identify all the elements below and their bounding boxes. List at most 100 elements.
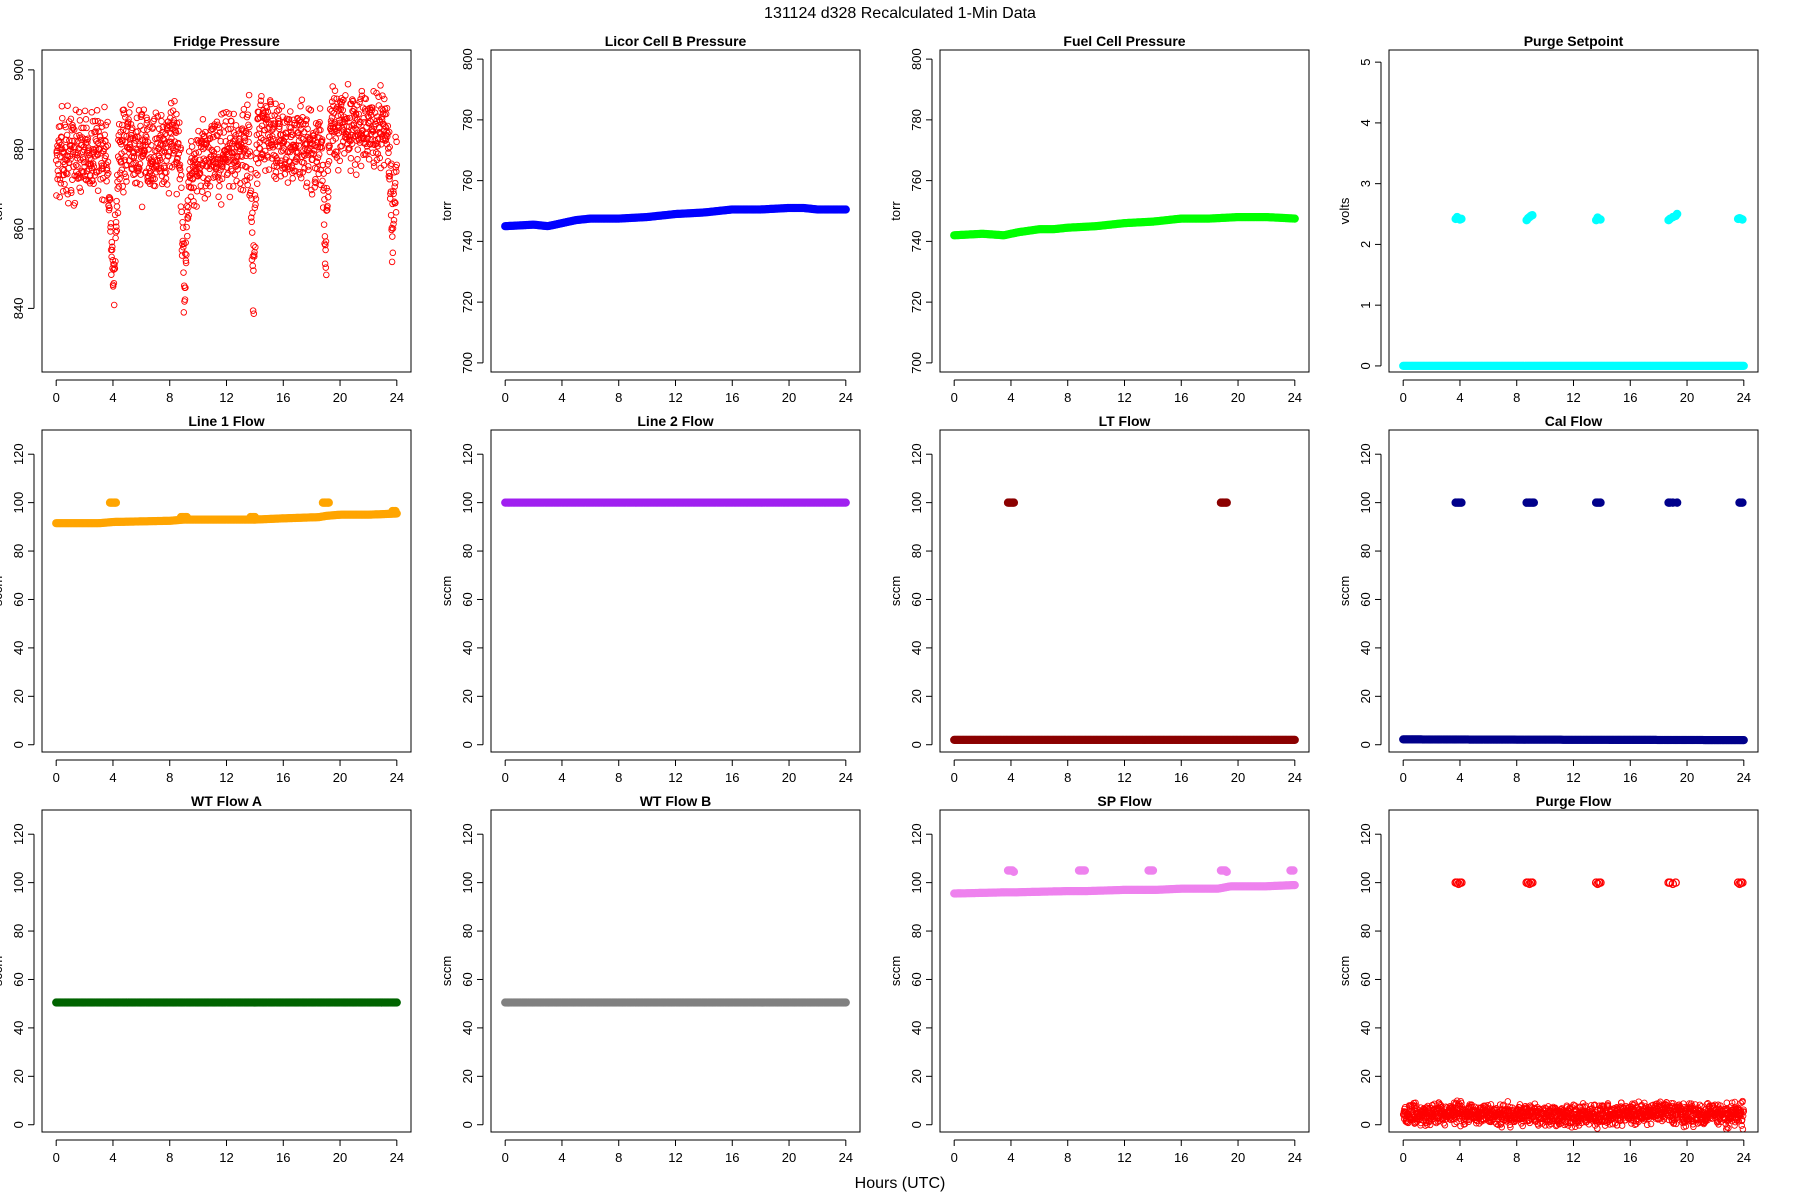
data-point <box>108 238 116 246</box>
data-point <box>324 498 333 507</box>
data-point <box>100 145 108 152</box>
series-marks <box>950 866 1299 898</box>
data-point <box>106 196 114 203</box>
data-point <box>176 161 184 169</box>
data-point <box>102 152 109 160</box>
data-point <box>223 164 231 171</box>
data-point <box>165 121 172 129</box>
x-axis: 0 4 8 12 16 20 24 <box>53 379 404 405</box>
data-point <box>247 187 255 195</box>
data-point <box>321 196 328 203</box>
data-point <box>251 253 258 260</box>
data-point <box>234 161 242 168</box>
data-point <box>191 155 199 163</box>
y-tick-label: 1 <box>1358 302 1373 309</box>
data-point <box>374 142 381 150</box>
x-tick-label: 0 <box>951 1150 958 1165</box>
data-point <box>108 253 115 261</box>
data-point <box>265 131 272 139</box>
data-point <box>841 205 850 214</box>
data-point <box>141 148 148 155</box>
data-point <box>111 498 121 507</box>
x-tick-label: 16 <box>1623 390 1637 405</box>
data-point <box>181 250 189 257</box>
x-tick-label: 0 <box>53 1150 60 1165</box>
data-point <box>116 175 123 183</box>
data-point <box>75 108 83 116</box>
y-tick-label: 60 <box>11 972 26 986</box>
data-point <box>198 188 206 195</box>
plot-frame <box>939 429 1310 753</box>
data-point <box>264 115 271 122</box>
x-tick-label: 20 <box>782 770 796 785</box>
series-3 <box>1144 866 1158 875</box>
data-point <box>62 169 70 177</box>
data-point <box>140 106 148 113</box>
x-tick-label: 4 <box>109 770 116 785</box>
series-0 <box>950 213 1299 240</box>
data-point <box>130 153 138 160</box>
data-point <box>90 180 97 187</box>
data-point <box>383 105 391 112</box>
data-point <box>232 132 239 139</box>
data-point <box>88 164 96 172</box>
data-point <box>120 188 127 196</box>
data-point <box>841 498 850 507</box>
data-point <box>79 156 87 163</box>
series-marks <box>1399 878 1748 1132</box>
data-point <box>60 171 68 179</box>
y-tick-label: 40 <box>11 641 26 655</box>
data-point <box>111 261 118 268</box>
data-point <box>197 182 205 189</box>
data-point <box>303 116 310 123</box>
data-point <box>1148 866 1158 875</box>
data-point <box>234 166 241 173</box>
data-point <box>148 142 155 149</box>
data-point <box>67 156 74 163</box>
data-point <box>308 191 316 198</box>
series-0 <box>950 735 1299 745</box>
data-point <box>190 184 197 192</box>
data-point <box>1009 498 1019 507</box>
data-point <box>242 163 249 170</box>
data-point <box>280 145 288 152</box>
series-5 <box>1286 866 1298 875</box>
data-point <box>356 98 363 106</box>
y-tick-label: 120 <box>11 823 26 845</box>
data-point <box>154 113 161 120</box>
data-point <box>288 162 295 169</box>
data-point <box>102 121 110 129</box>
data-point <box>365 156 373 163</box>
data-point <box>276 137 284 145</box>
x-tick-label: 0 <box>502 770 509 785</box>
data-point <box>229 183 237 190</box>
data-point <box>203 177 211 184</box>
y-tick-label: 60 <box>460 592 475 606</box>
data-point <box>304 146 311 154</box>
data-point <box>70 126 78 133</box>
data-point <box>180 240 188 248</box>
y-tick-label: 40 <box>460 1021 475 1035</box>
data-point <box>63 152 70 159</box>
series-0 <box>52 80 401 317</box>
data-point <box>1738 215 1747 224</box>
x-tick-label: 24 <box>1288 390 1302 405</box>
x-tick-label: 4 <box>1007 390 1014 405</box>
x-tick-label: 8 <box>1513 770 1520 785</box>
x-tick-label: 4 <box>1456 770 1463 785</box>
data-point <box>272 100 279 108</box>
data-point <box>230 110 237 118</box>
data-point <box>360 118 368 126</box>
data-point <box>175 150 183 157</box>
data-point <box>223 171 231 179</box>
data-point <box>1672 209 1682 219</box>
y-tick-label: 80 <box>909 924 924 938</box>
data-point <box>112 258 119 265</box>
data-point <box>275 125 283 133</box>
data-point <box>82 116 90 123</box>
data-point <box>117 169 124 177</box>
y-axis-label: sccm <box>1337 576 1352 606</box>
y-tick-label: 100 <box>909 872 924 894</box>
